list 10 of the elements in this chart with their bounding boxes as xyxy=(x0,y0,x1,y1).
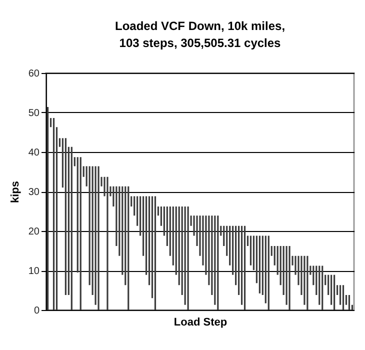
y-tick-label: 30 xyxy=(28,187,40,198)
y-tick-label: 0 xyxy=(34,306,40,316)
y-tick-label: 40 xyxy=(28,148,40,158)
y-tick-label: 50 xyxy=(28,108,40,119)
x-axis-title: Load Step xyxy=(174,316,228,328)
y-axis-title: kips xyxy=(9,180,22,204)
y-tick-label: 10 xyxy=(28,266,40,277)
y-tick-label: 60 xyxy=(28,68,40,80)
chart-title: Loaded VCF Down, 10k miles, 103 steps, 305,505.31 cycles xyxy=(114,19,286,50)
y-tick-label: 20 xyxy=(28,226,40,238)
